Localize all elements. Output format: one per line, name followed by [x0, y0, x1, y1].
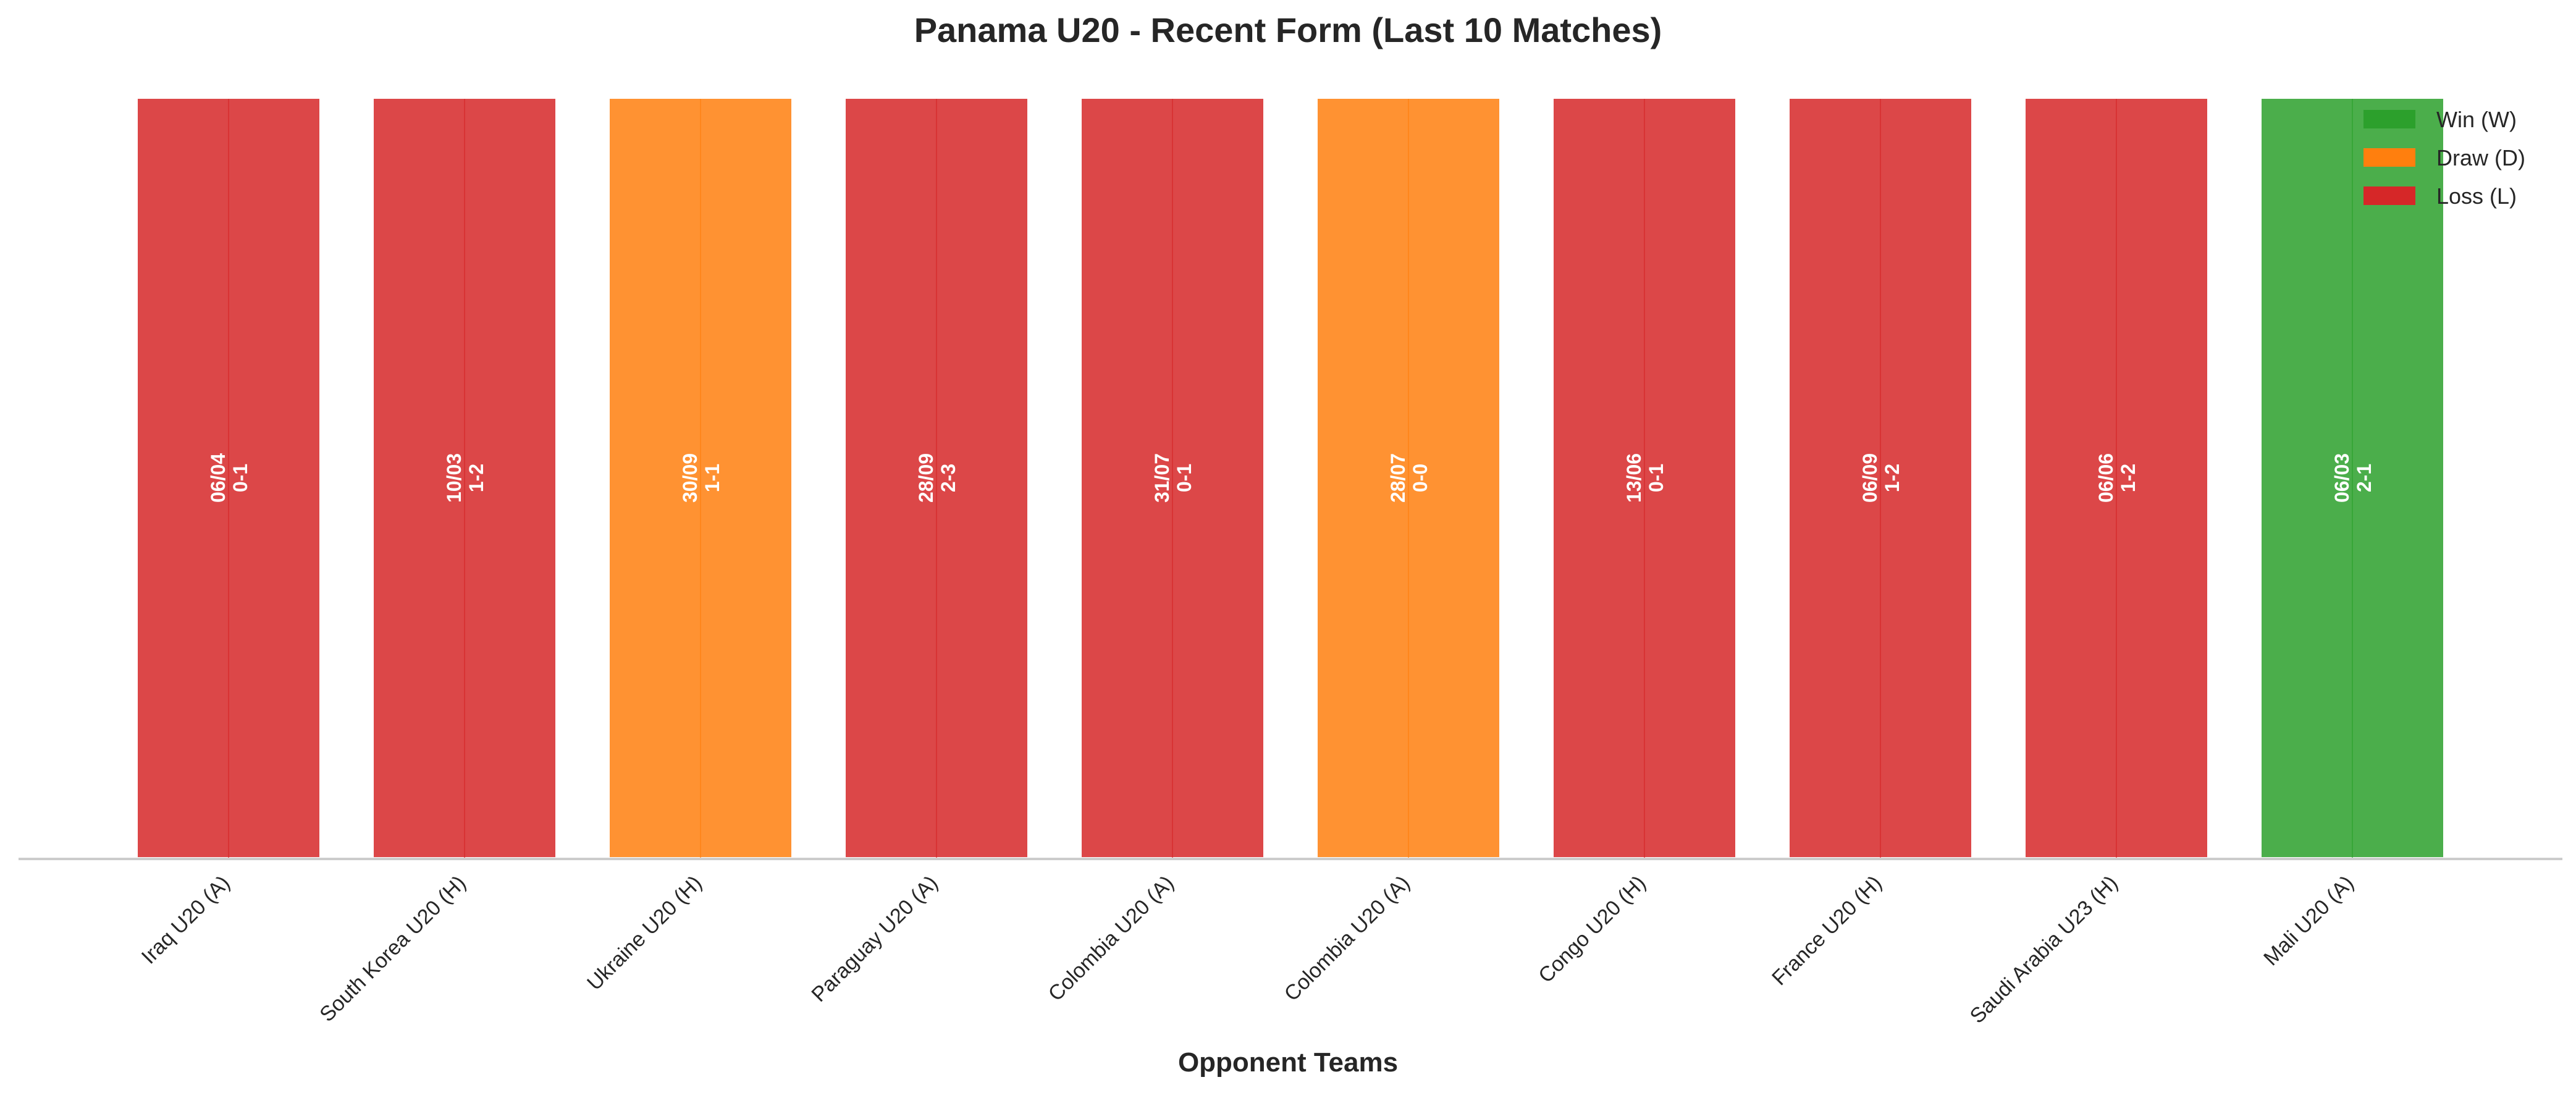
bar-score-label: 0-0: [1409, 464, 1431, 492]
bar-date-label: 06/09: [1859, 453, 1881, 503]
bar-score-label: 1-2: [465, 464, 487, 492]
legend-label-l: Loss (L): [2436, 183, 2517, 209]
bar-label-5: 31/07 0-1: [1151, 453, 1195, 503]
bar-score-label: 1-1: [701, 464, 723, 492]
bar-score-label: 0-1: [1173, 464, 1195, 492]
bar-label-1: 06/04 0-1: [207, 453, 251, 503]
bar-date-label: 31/07: [1151, 453, 1173, 503]
bar-date-label: 28/09: [915, 453, 937, 503]
bar-score-label: 2-1: [2353, 464, 2375, 492]
x-tick-label: Congo U20 (H): [1534, 871, 1651, 988]
bar-date-label: 28/07: [1387, 453, 1409, 503]
x-tick-label: Saudi Arabia U23 (H): [1966, 871, 2123, 1028]
bar-score-label: 0-1: [1645, 464, 1667, 492]
bar-label-3: 30/09 1-1: [679, 453, 723, 503]
x-tick-label: Colombia U20 (A): [1044, 871, 1179, 1006]
legend-label-d: Draw (D): [2436, 145, 2525, 170]
x-tick-label: Mali U20 (A): [2259, 871, 2358, 970]
bar-date-label: 06/06: [2095, 453, 2117, 503]
x-tick-label: Paraguay U20 (A): [807, 871, 942, 1007]
legend: Win (W) Draw (D) Loss (L): [2363, 107, 2525, 209]
bar-label-2: 10/03 1-2: [443, 453, 487, 503]
legend-swatch-d: [2363, 148, 2415, 167]
bar-date-label: 10/03: [443, 453, 465, 503]
x-tick-label: Ukraine U20 (H): [583, 871, 707, 995]
bar-date-label: 13/06: [1623, 453, 1645, 503]
bars-group: [135, 96, 2446, 860]
bar-label-7: 13/06 0-1: [1623, 453, 1667, 503]
x-tick-label: Iraq U20 (A): [137, 871, 235, 969]
chart-title: Panama U20 - Recent Form (Last 10 Matche…: [914, 10, 1662, 49]
legend-swatch-l: [2363, 186, 2415, 205]
bar-date-label: 06/03: [2331, 453, 2353, 503]
bar-label-6: 28/07 0-0: [1387, 453, 1431, 503]
bar-label-10: 06/03 2-1: [2331, 453, 2375, 503]
bar-score-label: 2-3: [937, 464, 959, 492]
legend-label-w: Win (W): [2436, 107, 2517, 132]
bar-label-8: 06/09 1-2: [1859, 453, 1903, 503]
x-tick-label: Colombia U20 (A): [1280, 871, 1415, 1006]
bar-label-4: 28/09 2-3: [915, 453, 959, 503]
bar-score-label: 1-2: [1881, 464, 1903, 492]
bar-labels-group: 06/04 0-1 10/03 1-2 30/09 1-1 28/09 2-3 31/07 0-1…: [207, 453, 2375, 503]
bar-score-label: 0-1: [229, 464, 251, 492]
bar-date-label: 30/09: [679, 453, 701, 503]
legend-swatch-w: [2363, 110, 2415, 128]
x-tick-label: South Korea U20 (H): [315, 871, 470, 1026]
x-axis-label: Opponent Teams: [1178, 1047, 1398, 1078]
x-tick-labels: Iraq U20 (A) South Korea U20 (H) Ukraine U…: [137, 871, 2359, 1028]
bar-score-label: 1-2: [2117, 464, 2139, 492]
x-tick-label: France U20 (H): [1767, 871, 1887, 990]
bar-label-9: 06/06 1-2: [2095, 453, 2139, 503]
bar-date-label: 06/04: [207, 453, 229, 503]
